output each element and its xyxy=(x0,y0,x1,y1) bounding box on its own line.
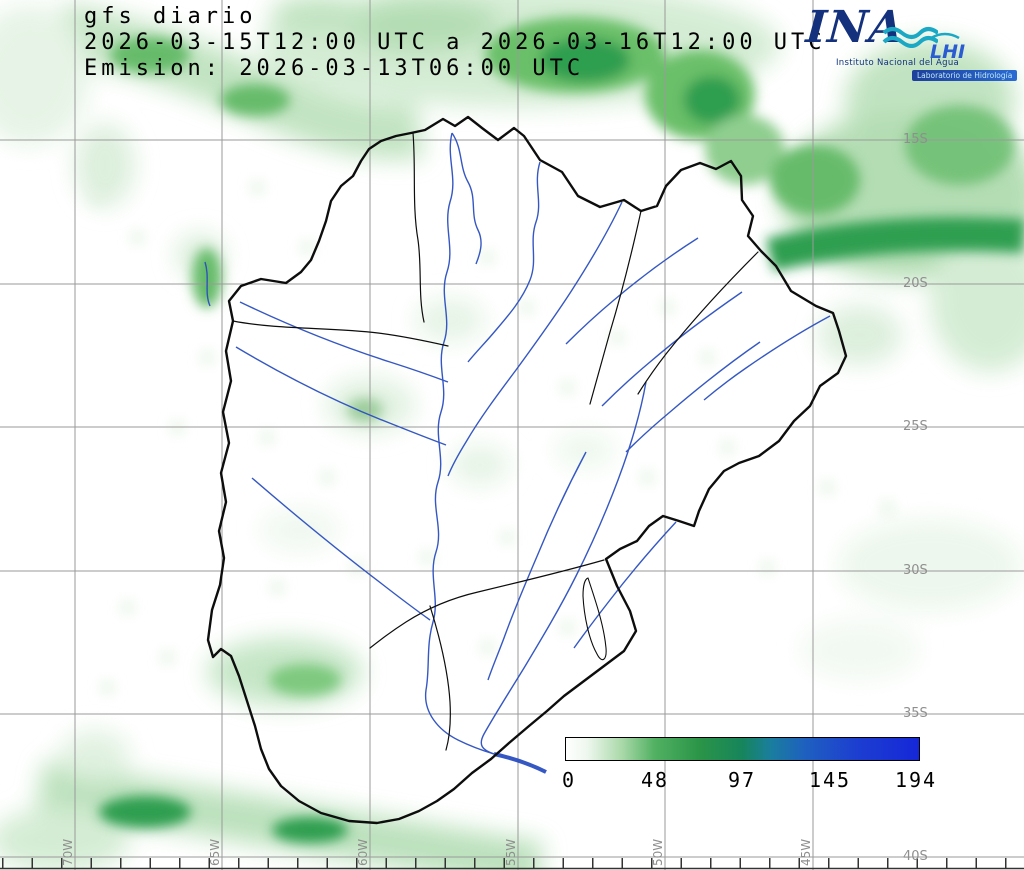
valid-range: 2026-03-15T12:00 UTC a 2026-03-16T12:00 … xyxy=(84,30,826,55)
river-network xyxy=(204,132,831,774)
emission-time: Emision: 2026-03-13T06:00 UTC xyxy=(84,56,585,81)
institute-name: Instituto Nacional del Agua xyxy=(836,58,960,68)
lat-label: 15S xyxy=(903,132,928,147)
lhi-acronym: LHI xyxy=(930,41,966,63)
model-label: gfs diario xyxy=(84,4,257,29)
axis-ticks xyxy=(0,858,1024,870)
lat-label: 20S xyxy=(903,276,928,291)
colorbar-tick: 194 xyxy=(894,768,938,792)
ina-logo: INA LHI Instituto Nacional del Agua Labo… xyxy=(804,2,1020,90)
lhi-arc-icon xyxy=(930,32,960,40)
lon-label: 65W xyxy=(208,838,222,866)
lon-label: 60W xyxy=(356,838,370,866)
colorbar-tick: 48 xyxy=(640,768,670,792)
lon-label: 55W xyxy=(504,838,518,866)
lat-label: 35S xyxy=(903,706,928,721)
laboratory-name: Laboratorio de Hidrología xyxy=(912,70,1018,81)
lon-label: 45W xyxy=(799,838,813,866)
lat-label: 30S xyxy=(903,563,928,578)
colorbar-tick: 145 xyxy=(808,768,852,792)
lat-label: 40S xyxy=(903,849,928,864)
colorbar-tick: 97 xyxy=(727,768,757,792)
water-wave-icon xyxy=(882,24,940,52)
colorbar-tick: 0 xyxy=(561,768,577,792)
header-titles: gfs diario 2026-03-15T12:00 UTC a 2026-0… xyxy=(84,4,826,82)
lon-label: 70W xyxy=(61,838,75,866)
lhi-block: LHI xyxy=(930,24,966,63)
basin-boundaries xyxy=(206,115,848,825)
lat-label: 25S xyxy=(903,419,928,434)
precipitation-colorbar xyxy=(565,737,920,761)
lon-label: 50W xyxy=(651,838,665,866)
